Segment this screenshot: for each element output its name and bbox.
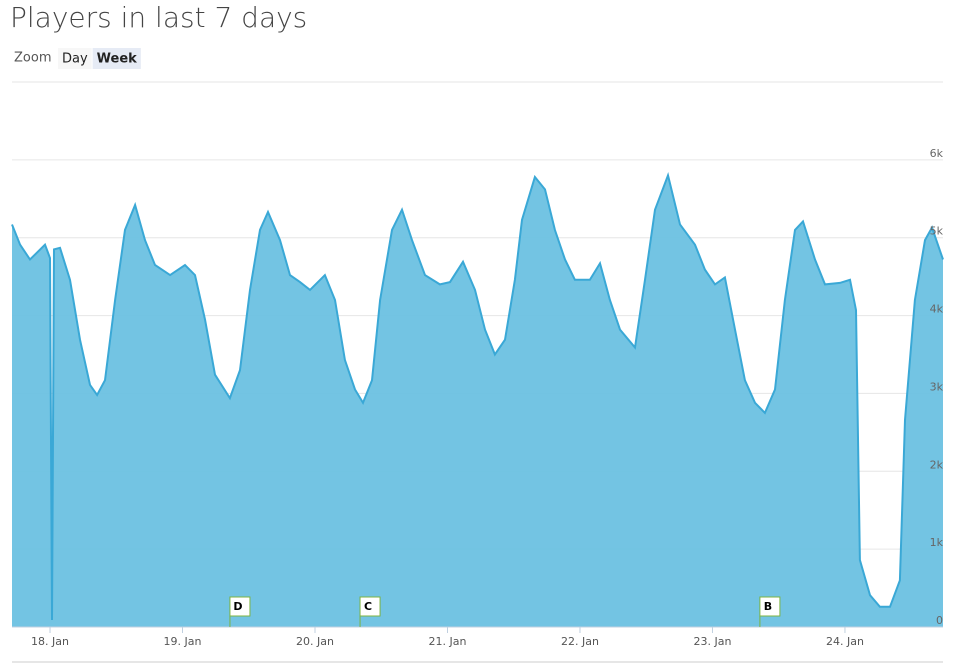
y-tick-label: 4k bbox=[930, 303, 944, 316]
y-tick-label: 0 bbox=[936, 614, 943, 627]
flag: B bbox=[759, 596, 781, 627]
area bbox=[12, 175, 943, 627]
zoom-button[interactable]: Week bbox=[92, 48, 141, 69]
flag-box bbox=[229, 596, 251, 617]
x-tick-label: 18. Jan bbox=[31, 635, 69, 648]
flag-title: B bbox=[764, 600, 772, 613]
flag-box bbox=[759, 596, 781, 617]
flag-title: C bbox=[364, 600, 372, 613]
zoom-button-bg bbox=[58, 48, 92, 69]
line bbox=[11, 172, 944, 621]
x-tick-label: 23. Jan bbox=[693, 635, 731, 648]
x-tick-label: 21. Jan bbox=[429, 635, 467, 648]
x-tick-label: 22. Jan bbox=[561, 635, 599, 648]
zoom-button-label: Day bbox=[62, 52, 88, 67]
zoom-label: Zoom bbox=[14, 51, 51, 66]
y-tick-label: 2k bbox=[930, 458, 944, 471]
x-tick-label: 19. Jan bbox=[164, 635, 202, 648]
flag-box bbox=[359, 596, 381, 617]
y-tick-label: 5k bbox=[930, 225, 944, 238]
x-tick-label: 20. Jan bbox=[296, 635, 334, 648]
y-tick-label: 6k bbox=[930, 147, 944, 160]
flag-title: D bbox=[233, 600, 242, 613]
zoom-button-bg bbox=[92, 48, 141, 69]
y-tick-label: 1k bbox=[930, 536, 944, 549]
page-title: Players in last 7 days bbox=[10, 1, 307, 34]
zoom-button-label: Week bbox=[97, 52, 138, 67]
y-tick-label: 3k bbox=[930, 380, 944, 393]
flag: D bbox=[229, 596, 251, 627]
zoom-button[interactable]: Day bbox=[58, 48, 92, 69]
flag: C bbox=[359, 596, 381, 627]
x-tick-label: 24. Jan bbox=[826, 635, 864, 648]
